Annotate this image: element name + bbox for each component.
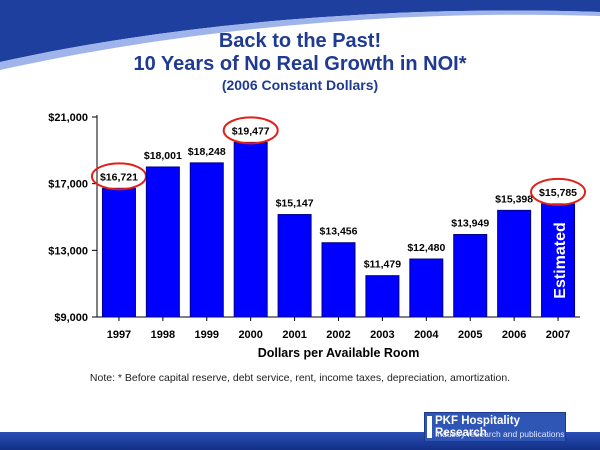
title-line-2: 10 Years of No Real Growth in NOI*	[133, 53, 467, 75]
data-label-2002: $13,456	[320, 226, 358, 238]
data-label-2007: $15,785	[539, 187, 577, 199]
highlight-circle-2007	[530, 177, 587, 206]
x-tick-label: 2001	[282, 329, 306, 341]
x-tick-label: 1997	[107, 329, 131, 341]
bar-1997	[101, 187, 136, 318]
bar-2000	[233, 141, 268, 318]
y-tick-label: $9,000	[54, 312, 88, 324]
estimated-annotation: Estimated	[552, 222, 569, 298]
data-label-2006: $15,398	[495, 193, 533, 205]
bar-2003	[365, 275, 400, 318]
x-tick-label: 2002	[326, 329, 350, 341]
x-tick-label: 2004	[414, 329, 439, 341]
data-label-1998: $18,001	[144, 150, 182, 162]
bar-2006	[497, 209, 532, 318]
x-tick-label: 2000	[238, 329, 262, 341]
data-label-2003: $11,479	[364, 259, 402, 271]
bar-2001	[277, 214, 312, 318]
bar-2005	[453, 234, 488, 318]
title-line-1: Back to the Past!	[218, 30, 382, 52]
data-label-1997: $16,721	[100, 171, 138, 183]
x-axis-title: Dollars per Available Room	[258, 346, 420, 360]
data-label-2005: $13,949	[451, 218, 489, 230]
x-tick-label: 1998	[151, 329, 175, 341]
y-tick-label: $13,000	[48, 245, 88, 257]
x-tick-label: 2003	[370, 329, 394, 341]
y-tick-label: $17,000	[48, 179, 88, 191]
pkf-logo: PKF Hospitality Research Industry resear…	[424, 412, 566, 442]
logo-main-text: PKF Hospitality Research	[435, 415, 520, 439]
bar-1998	[145, 166, 180, 318]
data-label-1999: $18,248	[188, 146, 226, 158]
subtitle: (2006 Constant Dollars)	[221, 77, 379, 93]
bar-2002	[321, 242, 356, 318]
bar-2004	[409, 258, 444, 318]
data-label-2004: $12,480	[407, 242, 445, 254]
data-label-2000: $19,477	[232, 125, 270, 137]
bar-1999	[189, 162, 224, 318]
y-tick-label: $21,000	[48, 112, 88, 124]
highlight-circle-2000	[222, 116, 279, 145]
x-tick-label: 1999	[195, 329, 219, 341]
header-swoosh	[0, 0, 600, 70]
x-tick-label: 2005	[458, 329, 482, 341]
footnote: Note: * Before capital reserve, debt ser…	[89, 372, 511, 384]
data-label-2001: $15,147	[276, 198, 314, 210]
logo-sub-text: Industry research and publications	[435, 429, 565, 439]
x-tick-label: 2007	[546, 329, 570, 341]
x-tick-label: 2006	[502, 329, 526, 341]
logo-mark-icon	[427, 416, 432, 438]
